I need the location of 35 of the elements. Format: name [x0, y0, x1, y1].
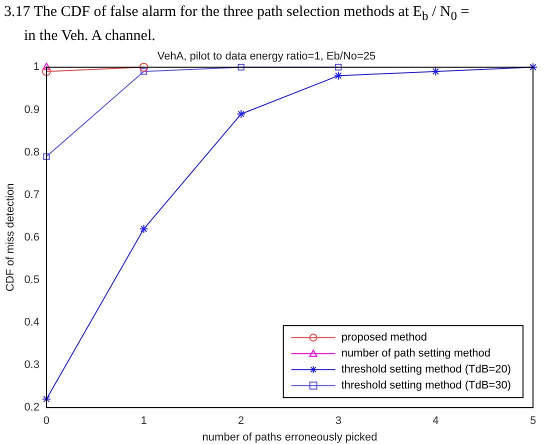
x-tick-label: 2 [238, 415, 244, 428]
point [334, 71, 343, 80]
legend-label: threshold setting method (TdB=20) [341, 364, 512, 376]
point [139, 62, 148, 72]
point [42, 66, 51, 76]
x-tick-label: 5 [530, 415, 536, 428]
x-tick-label: 3 [335, 415, 342, 428]
point [139, 224, 148, 234]
y-tick-label: 0.4 [24, 316, 40, 329]
y-tick-label: 0.2 [24, 402, 40, 414]
point [236, 110, 246, 119]
x-tick-label: 1 [140, 415, 147, 428]
text: in the Veh. A channel. [23, 27, 156, 46]
text: 3.17 The CDF of false alarm for the three path selection methods at E$_{b}$ / N$_{0}$ = [4, 3, 470, 25]
y-axis-title: CDF of miss detection [4, 183, 17, 292]
point [238, 64, 244, 71]
y-tick-label: 0.7 [24, 188, 40, 201]
point [42, 62, 50, 70]
y-tick-label: 0.5 [24, 274, 40, 286]
y-tick-label: 0.8 [24, 146, 40, 158]
chart-title: VehA, pilot to data energy ratio=1, Eb/No=25 [157, 50, 376, 63]
legend-label: proposed method [341, 332, 427, 344]
legend-label: number of path setting method [341, 348, 491, 360]
point [335, 64, 342, 71]
point [43, 153, 50, 160]
y-tick-label: 0.6 [24, 231, 40, 244]
x-tick-label: 0 [43, 415, 50, 428]
y-tick-label: 0.9 [24, 104, 40, 116]
x-tick-label: 4 [432, 415, 439, 428]
y-tick-label: 0.3 [24, 359, 40, 372]
legend-label: threshold setting method (TdB=30) [341, 380, 512, 392]
y-tick-label: 1 [33, 61, 40, 74]
x-axis-title: number of paths erroneously picked [202, 431, 378, 444]
point [431, 66, 440, 76]
point [140, 68, 148, 75]
